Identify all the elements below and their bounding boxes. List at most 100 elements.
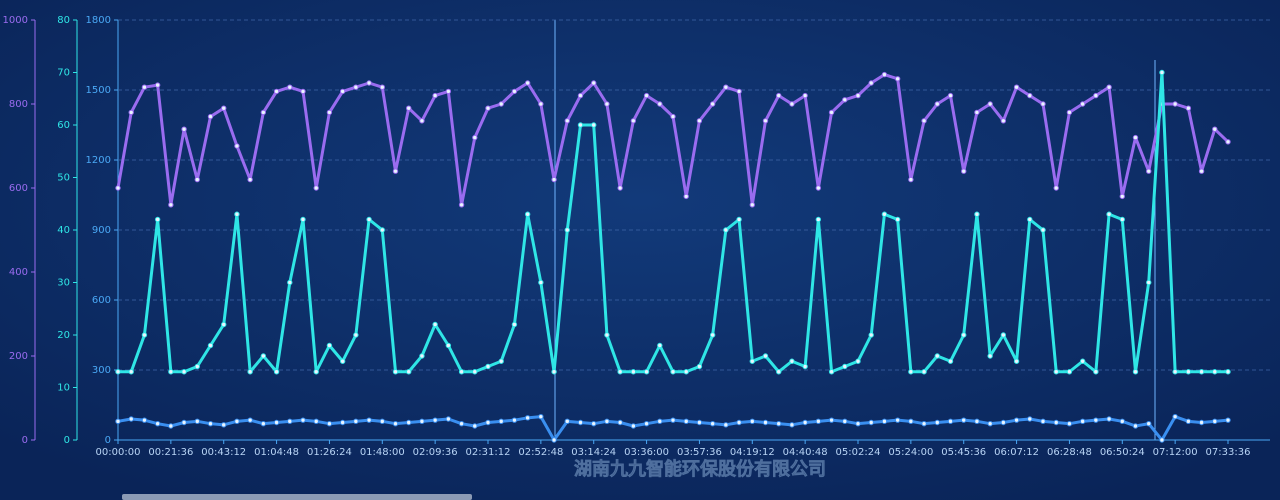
- y-tick-label: 900: [92, 225, 111, 236]
- data-point: [617, 369, 623, 375]
- data-point: [921, 118, 927, 124]
- y-tick-label: 400: [9, 267, 28, 278]
- data-point: [776, 420, 782, 427]
- data-point: [247, 417, 253, 423]
- data-point: [313, 185, 319, 191]
- data-point: [458, 202, 465, 208]
- data-point: [168, 369, 174, 375]
- data-point: [987, 101, 993, 107]
- data-point: [234, 211, 240, 217]
- data-point: [339, 88, 346, 95]
- data-point: [551, 369, 557, 375]
- x-tick-label: 07:12:00: [1153, 447, 1198, 458]
- data-point: [445, 342, 452, 349]
- data-point: [908, 369, 914, 375]
- data-point: [591, 420, 597, 427]
- data-point: [273, 88, 280, 95]
- data-point: [1185, 105, 1192, 111]
- data-point: [419, 118, 425, 124]
- data-point: [696, 363, 703, 370]
- data-point: [776, 369, 782, 375]
- data-point: [353, 84, 359, 90]
- data-point: [353, 332, 359, 338]
- data-point: [1079, 418, 1086, 425]
- y-tick-label: 70: [57, 68, 70, 79]
- data-point: [670, 113, 676, 120]
- y-tick-label: 50: [57, 173, 70, 184]
- scrollbar[interactable]: [122, 494, 472, 500]
- x-tick-label: 06:50:24: [1100, 447, 1145, 458]
- y-tick-label: 1800: [86, 15, 111, 26]
- data-point: [260, 420, 267, 427]
- data-point: [815, 185, 822, 191]
- data-point: [577, 92, 584, 99]
- data-point: [194, 418, 200, 425]
- data-point: [1225, 417, 1231, 423]
- y-tick-label: 60: [57, 120, 70, 131]
- data-point: [1053, 419, 1059, 426]
- data-point: [260, 353, 267, 359]
- data-point: [419, 418, 425, 425]
- data-point: [1066, 369, 1073, 375]
- data-point: [445, 88, 452, 95]
- x-tick-label: 03:36:00: [624, 447, 669, 458]
- data-point: [868, 332, 874, 338]
- data-point: [1000, 118, 1007, 124]
- data-point: [709, 101, 716, 107]
- data-point: [1040, 101, 1046, 107]
- data-point: [921, 420, 927, 427]
- data-point: [947, 358, 954, 364]
- data-point: [1185, 418, 1192, 425]
- data-point: [221, 321, 227, 328]
- data-point: [1146, 420, 1152, 427]
- data-point: [749, 202, 755, 208]
- data-point: [458, 420, 465, 427]
- data-point: [1212, 418, 1218, 425]
- data-point: [1013, 358, 1020, 364]
- data-point: [287, 279, 293, 286]
- data-point: [141, 332, 148, 338]
- data-point: [511, 417, 518, 423]
- x-tick-label: 00:21:36: [148, 447, 193, 458]
- data-point: [921, 369, 927, 375]
- data-point: [168, 202, 174, 208]
- data-point: [1172, 413, 1178, 420]
- data-point: [1040, 227, 1046, 233]
- data-point: [300, 216, 306, 223]
- data-point: [472, 134, 478, 141]
- x-tick-label: 01:48:00: [360, 447, 405, 458]
- data-point: [1066, 420, 1073, 427]
- data-point: [604, 332, 610, 338]
- data-point: [934, 419, 940, 426]
- data-point: [828, 109, 835, 116]
- data-point: [392, 168, 399, 174]
- data-point: [657, 101, 663, 107]
- data-point: [1000, 332, 1007, 338]
- data-point: [591, 80, 597, 86]
- data-point: [538, 413, 544, 420]
- data-point: [762, 353, 769, 359]
- data-point: [643, 92, 650, 99]
- data-point: [842, 97, 848, 103]
- y-tick-label: 600: [92, 295, 111, 306]
- data-point: [776, 92, 782, 99]
- data-point: [538, 279, 544, 286]
- data-point: [538, 101, 544, 107]
- data-point: [1106, 84, 1112, 90]
- data-point: [313, 369, 319, 375]
- data-point: [987, 420, 993, 427]
- data-point: [961, 332, 967, 338]
- x-tick-label: 01:04:48: [254, 447, 299, 458]
- x-tick-label: 02:52:48: [518, 447, 563, 458]
- x-tick-label: 02:31:12: [466, 447, 511, 458]
- data-point: [511, 321, 518, 328]
- data-point: [1132, 134, 1139, 141]
- data-point: [300, 417, 306, 423]
- y-tick-label: 30: [57, 278, 70, 289]
- data-point: [128, 369, 134, 375]
- data-point: [379, 227, 385, 233]
- x-tick-label: 05:24:00: [888, 447, 933, 458]
- x-tick-label: 06:28:48: [1047, 447, 1092, 458]
- data-point: [683, 193, 689, 200]
